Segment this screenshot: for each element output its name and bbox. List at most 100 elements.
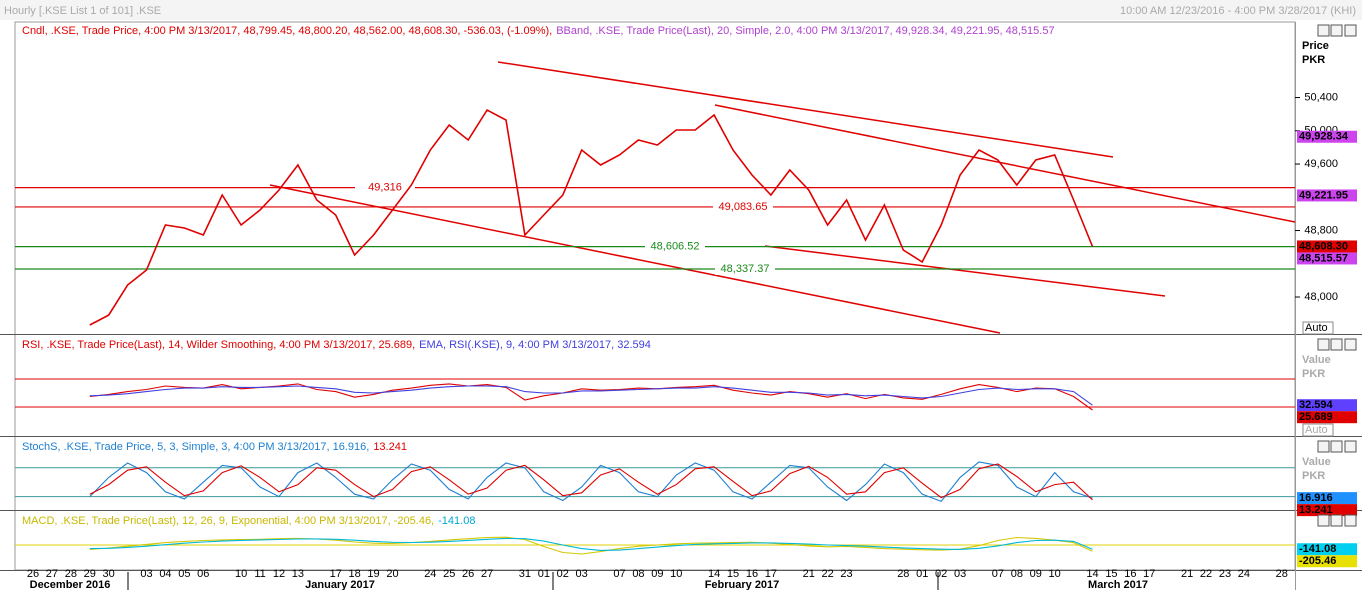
y-tick-label: 48,000: [1304, 291, 1338, 303]
panel-button: [1317, 338, 1330, 351]
legend-entry: Cndl, .KSE, Trade Price, 4:00 PM 3/13/20…: [22, 25, 552, 37]
x-tick-label: 17: [1143, 568, 1155, 580]
value-tag-label: 13.241: [1299, 504, 1333, 516]
x-tick-label: 28: [897, 568, 909, 580]
y-axis-label: Value: [1302, 354, 1331, 366]
value-tag-label: 49,928.34: [1299, 131, 1349, 143]
title-bar: [0, 0, 1362, 20]
value-tag-label: -205.46: [1299, 555, 1336, 567]
panel-button: [1344, 440, 1357, 453]
panel-button: [1344, 338, 1357, 351]
x-tick-label: 11: [254, 568, 265, 580]
value-tag-label: 25.689: [1299, 411, 1333, 423]
level-label-bg: [713, 200, 773, 213]
x-tick-label: 02: [935, 568, 947, 580]
y-axis-label: PKR: [1302, 368, 1325, 380]
panel-button: [1317, 440, 1330, 453]
x-tick-label: 22: [1200, 568, 1212, 580]
value-tag: [1297, 189, 1357, 202]
x-tick-label: 02: [557, 568, 569, 580]
x-tick-label: 28: [65, 568, 77, 580]
x-tick-label: 27: [481, 568, 493, 580]
value-tag: [1297, 543, 1357, 556]
level-label-bg: [645, 240, 705, 253]
x-tick-label: 01: [916, 568, 928, 580]
y-axis-label: PKR: [1302, 470, 1325, 482]
value-tag-label: 16.916: [1299, 492, 1333, 504]
x-tick-label: 10: [670, 568, 682, 580]
x-tick-label: 07: [613, 568, 625, 580]
series-line: [89, 461, 1093, 503]
trend-line: [269, 184, 1001, 334]
panel-button: [1317, 514, 1330, 527]
trend-lines: [269, 61, 1296, 334]
panel-button: [1344, 514, 1357, 527]
x-tick-label: 03: [140, 568, 152, 580]
x-tick-label: 08: [1011, 568, 1023, 580]
value-tag-label: 49,221.95: [1299, 189, 1348, 201]
x-tick-label: 05: [178, 568, 190, 580]
trend-line: [764, 245, 1166, 297]
x-tick-label: 16: [746, 568, 758, 580]
x-tick-label: 17: [765, 568, 777, 580]
value-tag: [1297, 240, 1357, 253]
legend-entry: RSI, .KSE, Trade Price(Last), 14, Wilder…: [22, 339, 415, 351]
window-range: 10:00 AM 12/23/2016 - 4:00 PM 3/28/2017 …: [1120, 5, 1356, 17]
x-tick-label: 26: [462, 568, 474, 580]
x-tick-label: 08: [632, 568, 644, 580]
x-tick-label: 14: [1086, 568, 1098, 580]
y-axis-label: Price: [1302, 40, 1329, 52]
auto-button-label: Auto: [1305, 424, 1328, 436]
value-tag-label: 48,608.30: [1299, 240, 1348, 252]
legend-entry: MACD, .KSE, Trade Price(Last), 12, 26, 9…: [22, 515, 434, 527]
x-tick-label: 09: [1030, 568, 1042, 580]
level-label: 49,083.65: [719, 201, 768, 213]
x-tick-label: 21: [803, 568, 815, 580]
auto-button-label: Auto: [1305, 322, 1328, 334]
x-tick-label: 28: [1276, 568, 1288, 580]
x-tick-label: 10: [1049, 568, 1061, 580]
level-label-bg: [355, 181, 415, 194]
x-tick-label: 21: [1181, 568, 1193, 580]
y-axis-label: Value: [1302, 456, 1331, 468]
value-tag: [1297, 399, 1357, 412]
series-line: [89, 463, 1093, 501]
level-label: 49,316: [368, 182, 402, 194]
legend-entry: EMA, RSI(.KSE), 9, 4:00 PM 3/13/2017, 32…: [419, 339, 651, 351]
value-tag: [1297, 555, 1357, 568]
y-axis-label: PKR: [1302, 54, 1325, 66]
trend-line: [714, 104, 1296, 223]
month-separators: [127, 572, 939, 590]
series-line: [89, 108, 1094, 326]
level-label: 48,606.52: [651, 241, 700, 253]
value-tag-label: 48,515.57: [1299, 252, 1348, 264]
legend: Cndl, .KSE, Trade Price, 4:00 PM 3/13/20…: [22, 25, 1055, 37]
x-tick-label: 03: [954, 568, 966, 580]
x-tick-label: 24: [1238, 568, 1250, 580]
series-line: [89, 385, 1093, 406]
auto-button: [1302, 423, 1334, 437]
auto-button: [1302, 321, 1334, 335]
legend: MACD, .KSE, Trade Price(Last), 12, 26, 9…: [22, 515, 475, 527]
x-tick-label: 29: [84, 568, 96, 580]
legend-entry: 13.241: [373, 441, 407, 453]
value-tag-label: -141.08: [1299, 543, 1336, 555]
y-tick-label: 49,600: [1304, 158, 1338, 170]
panel-button: [1330, 514, 1343, 527]
x-tick-label: 23: [1219, 568, 1231, 580]
x-tick-label: 27: [46, 568, 58, 580]
value-tag: [1297, 492, 1357, 505]
x-tick-label: 13: [292, 568, 304, 580]
legend-entry: -141.08: [438, 515, 475, 527]
month-label: December 2016: [30, 579, 111, 590]
panel-button: [1330, 24, 1343, 37]
panel-button: [1317, 24, 1330, 37]
month-label: March 2017: [1088, 579, 1148, 590]
x-tick-label: 10: [235, 568, 247, 580]
series-line: [89, 536, 1093, 555]
x-tick-label: 14: [708, 568, 720, 580]
month-label: January 2017: [305, 579, 375, 590]
x-tick-label: 18: [349, 568, 361, 580]
level-label-bg: [715, 262, 775, 275]
